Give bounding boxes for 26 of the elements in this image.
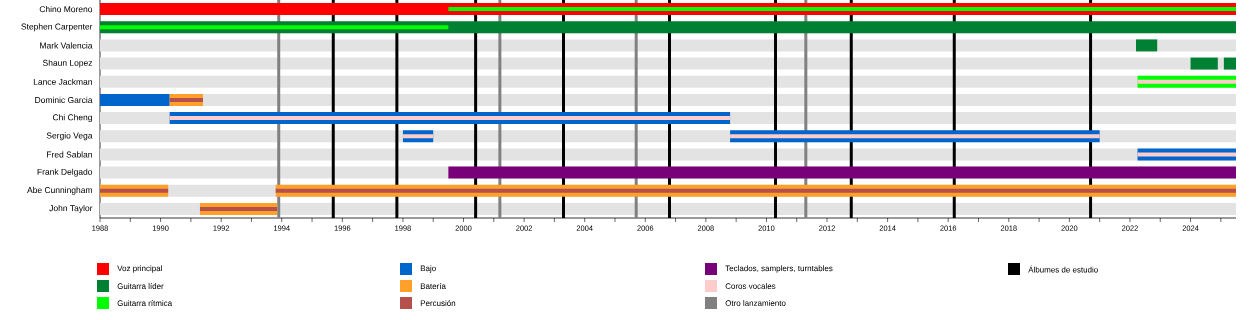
y-tick-label: John Taylor [49, 204, 93, 213]
y-tick-label: Abe Cunningham [27, 186, 92, 195]
y-tick-label: Chi Cheng [52, 114, 92, 123]
y-tick-label: Sergio Vega [46, 132, 93, 141]
bar [1137, 152, 1236, 157]
bar [402, 134, 434, 139]
bar [199, 206, 278, 211]
y-tick-label: Dominic Garcia [35, 96, 93, 104]
bar [100, 25, 449, 30]
y-tick-label: Frank Delgado [37, 168, 93, 177]
bar [100, 188, 169, 193]
bar [1136, 39, 1158, 52]
y-tick-label: Stephen Carpenter [21, 23, 93, 32]
y-tick-label: Lance Jackman [33, 78, 92, 85]
bar [1190, 57, 1218, 70]
bar [100, 93, 170, 106]
y-tick-label: Chino Moreno [39, 5, 93, 13]
bar [1137, 79, 1236, 84]
y-tick-label: Mark Valencia [40, 42, 93, 49]
bar [169, 116, 731, 121]
bar [730, 134, 1100, 139]
bar [448, 7, 1236, 12]
y-tick-label: Fred Sablan [47, 151, 92, 158]
bar [169, 97, 203, 102]
bar [1223, 57, 1236, 70]
y-tick-label: Shaun Lopez [42, 59, 93, 68]
